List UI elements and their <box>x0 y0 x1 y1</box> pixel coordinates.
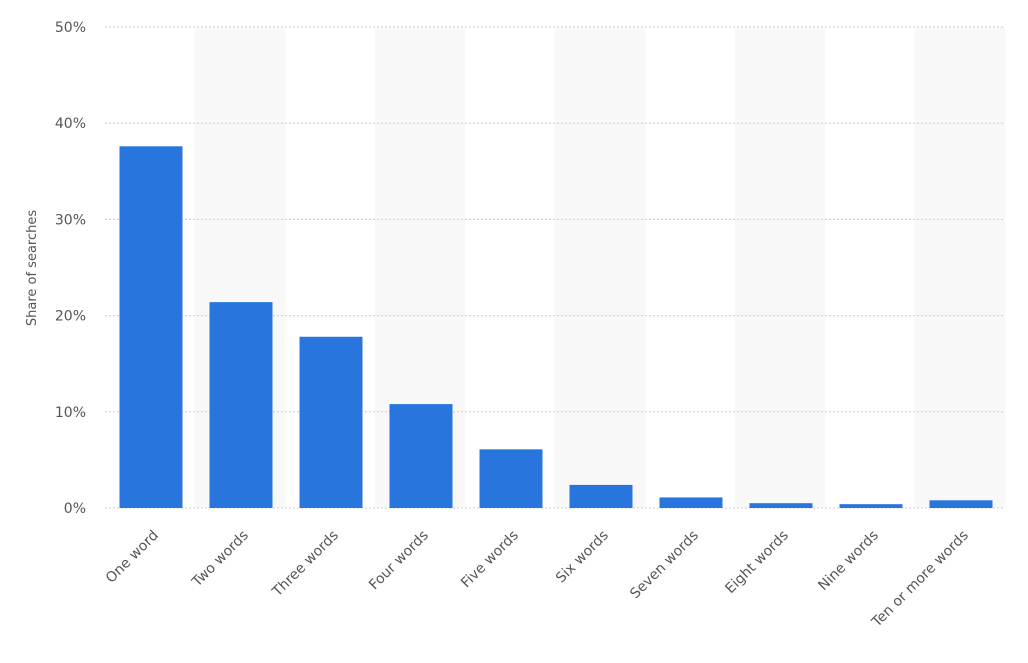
bar <box>569 484 633 508</box>
y-tick-label: 0% <box>64 501 86 517</box>
y-tick-label: 20% <box>55 309 86 325</box>
y-tick-label: 50% <box>55 20 86 36</box>
x-tick-label: Four words <box>366 528 432 594</box>
x-tick-label: Ten or more words <box>868 528 971 631</box>
bar <box>119 146 183 508</box>
background-bands <box>195 27 1005 508</box>
x-tick-label: Two words <box>189 528 252 591</box>
x-tick-label: Three words <box>269 528 342 601</box>
bar <box>389 404 453 508</box>
bar <box>749 503 813 508</box>
bar <box>659 497 723 508</box>
band <box>555 27 645 508</box>
bar <box>929 500 993 508</box>
y-tick-label: 10% <box>55 405 86 421</box>
x-tick-label: Five words <box>458 528 522 592</box>
x-tick-label: Six words <box>553 528 612 587</box>
x-tick-label: Eight words <box>722 528 791 597</box>
x-tick-label: Seven words <box>627 528 702 603</box>
x-tick-label: One word <box>103 528 162 587</box>
x-tick-label: Nine words <box>815 528 881 594</box>
y-tick-label: 30% <box>55 212 86 228</box>
bar <box>839 504 903 508</box>
band <box>915 27 1005 508</box>
y-axis-label: Share of searches <box>25 210 40 326</box>
band <box>735 27 825 508</box>
bar <box>299 336 363 508</box>
bar <box>209 302 273 508</box>
y-tick-label: 40% <box>55 116 86 132</box>
bar <box>479 449 543 508</box>
